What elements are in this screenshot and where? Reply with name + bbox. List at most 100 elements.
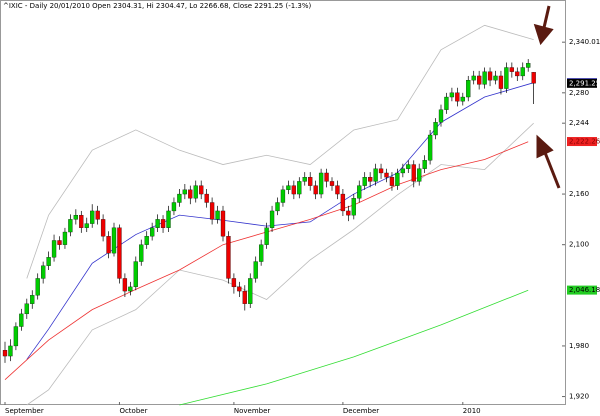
candle-body	[509, 67, 515, 72]
candle-body	[433, 122, 438, 136]
candle-body	[79, 215, 84, 228]
candle-body	[498, 75, 504, 89]
candle-body	[139, 244, 144, 262]
y-tick-label: 2,160	[569, 190, 589, 198]
candle-body	[275, 202, 280, 212]
candle-body	[226, 236, 231, 279]
arrow-top	[533, 5, 554, 46]
candle-body	[231, 278, 237, 288]
candle-body	[24, 303, 29, 315]
overlay-line	[179, 289, 529, 406]
candle-body	[455, 92, 460, 102]
candle-body	[313, 185, 318, 195]
candle-body	[204, 193, 209, 203]
candle-body	[417, 168, 422, 182]
candle-body	[46, 257, 51, 266]
candle-body	[264, 227, 269, 245]
candle-body	[13, 326, 19, 347]
price-label-box	[567, 285, 597, 295]
candle-body	[367, 177, 373, 182]
y-tick-label: 1,980	[569, 342, 589, 350]
candle-body	[166, 210, 171, 228]
candle-body	[215, 210, 220, 220]
candle-body	[209, 202, 215, 220]
candle-body	[346, 210, 351, 216]
price-label: 2,340.01	[569, 38, 600, 46]
candle-body	[476, 75, 482, 85]
candle-body	[460, 96, 465, 102]
candle-body	[100, 219, 106, 237]
candle-body	[62, 231, 68, 245]
candle-body	[182, 189, 188, 195]
candle-body	[504, 67, 509, 89]
candle-body	[471, 75, 476, 81]
candle-body	[8, 345, 13, 357]
candle-body	[449, 92, 455, 98]
candle-body	[30, 295, 35, 304]
candle-body	[177, 193, 182, 203]
candle-body	[291, 185, 297, 195]
candle-body	[411, 164, 416, 182]
candle-body	[482, 71, 487, 85]
candle-body	[90, 210, 95, 224]
candle-body	[373, 168, 378, 182]
candle-body	[68, 219, 73, 233]
x-tick-label: September	[5, 407, 44, 415]
candle-body	[111, 227, 117, 254]
candle-body	[515, 71, 520, 77]
candle-body	[237, 286, 242, 292]
y-tick-label: 1,920	[569, 393, 589, 401]
candle-body	[280, 189, 286, 203]
candle-body	[493, 75, 498, 81]
candle-body	[57, 240, 62, 245]
y-tick-label: 2,280	[569, 89, 589, 97]
candle-body	[160, 219, 166, 228]
x-tick-label: October	[119, 407, 147, 415]
candle-body	[351, 198, 356, 216]
candle-body	[487, 71, 493, 81]
candle-body	[427, 134, 433, 161]
candle-body	[41, 265, 46, 279]
candle-body	[531, 72, 536, 84]
candle-body	[520, 67, 525, 77]
candle-body	[253, 261, 258, 279]
candle-body	[340, 193, 346, 212]
candle-body	[149, 227, 155, 237]
candle-body	[128, 286, 133, 292]
candle-body	[335, 185, 340, 195]
x-tick-label: November	[234, 407, 271, 415]
overlay-line	[26, 122, 534, 406]
candle-body	[269, 210, 275, 228]
candle-body	[242, 290, 247, 304]
price-label-box	[567, 137, 597, 147]
candle-body	[258, 244, 264, 262]
candle-body	[73, 215, 78, 220]
candle-body	[117, 227, 122, 279]
candle-body	[248, 278, 253, 304]
candle-body	[302, 177, 307, 182]
candle-body	[444, 96, 449, 110]
candle-body	[395, 172, 400, 186]
candle-body	[329, 181, 335, 186]
candle-body	[188, 189, 193, 199]
candle-body	[422, 160, 427, 169]
candle-body	[2, 350, 8, 357]
candle-body	[106, 236, 111, 254]
candle-body	[144, 236, 149, 245]
candle-body	[193, 185, 198, 199]
arrow-bottom	[536, 134, 561, 189]
candle-body	[286, 185, 291, 190]
candle-body	[466, 80, 471, 98]
candle-body	[400, 168, 406, 174]
x-tick-label: 2010	[463, 407, 481, 415]
x-tick-label: December	[343, 407, 379, 415]
candle-body	[171, 202, 177, 212]
candle-body	[357, 185, 362, 199]
candle-body	[324, 172, 329, 182]
y-tick-label: 2,100	[569, 241, 589, 249]
candle-body	[318, 172, 324, 195]
candle-body	[133, 261, 138, 288]
candle-body	[389, 177, 395, 186]
candle-body	[526, 63, 531, 68]
